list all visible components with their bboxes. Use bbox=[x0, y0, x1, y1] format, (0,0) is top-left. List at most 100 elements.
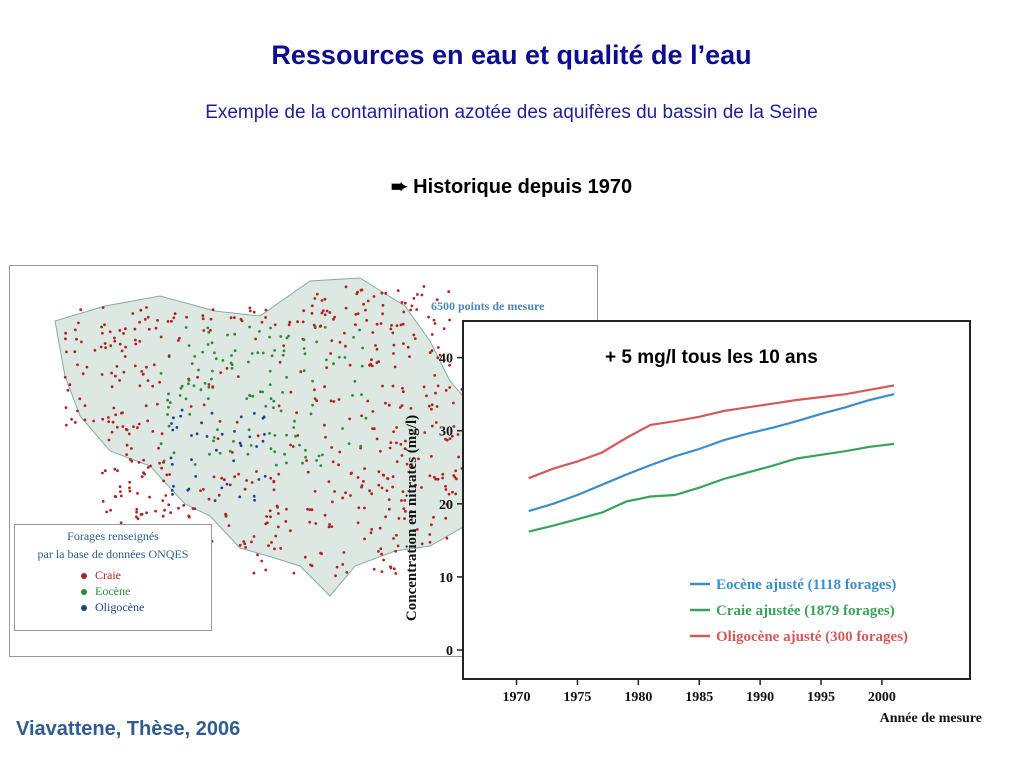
map-point bbox=[92, 419, 96, 423]
map-point bbox=[160, 466, 164, 470]
map-point bbox=[157, 446, 161, 450]
map-point bbox=[452, 425, 456, 428]
map-point bbox=[64, 423, 68, 427]
map-point bbox=[285, 507, 288, 511]
map-point bbox=[233, 475, 237, 479]
map-point bbox=[302, 369, 306, 373]
map-point bbox=[448, 363, 451, 367]
map-point bbox=[75, 337, 78, 341]
map-point bbox=[282, 349, 286, 353]
map-point bbox=[111, 420, 115, 424]
map-point bbox=[365, 319, 369, 322]
map-point bbox=[380, 552, 383, 556]
map-point bbox=[393, 365, 397, 369]
map-point bbox=[244, 546, 248, 549]
map-point bbox=[394, 572, 398, 575]
map-point bbox=[380, 570, 384, 573]
map-point bbox=[414, 483, 417, 487]
map-point bbox=[118, 329, 122, 332]
map-point bbox=[428, 351, 432, 354]
map-point bbox=[125, 453, 128, 456]
map-point bbox=[209, 329, 212, 332]
slide-subtitle: Exemple de la contamination azotée des a… bbox=[205, 102, 818, 123]
map-point bbox=[442, 327, 446, 330]
map-point bbox=[325, 366, 328, 369]
map-point bbox=[347, 442, 351, 445]
map-point bbox=[412, 333, 416, 337]
map-point bbox=[341, 563, 345, 566]
map-point bbox=[377, 483, 381, 487]
map-point bbox=[304, 448, 307, 452]
map-point bbox=[115, 425, 119, 429]
map-point bbox=[309, 563, 312, 567]
map-point bbox=[269, 326, 272, 330]
map-point bbox=[403, 499, 407, 502]
map-point bbox=[287, 323, 291, 327]
oligocene-dot-icon bbox=[81, 605, 87, 612]
map-point bbox=[270, 354, 274, 358]
map-point bbox=[430, 403, 434, 407]
map-point bbox=[444, 389, 448, 392]
map-point bbox=[132, 425, 135, 428]
map-point bbox=[136, 517, 140, 521]
map-point bbox=[432, 515, 435, 519]
map-point bbox=[323, 313, 327, 317]
map-point bbox=[224, 514, 228, 518]
map-point bbox=[281, 391, 284, 394]
map-point bbox=[170, 319, 173, 323]
map-point bbox=[441, 476, 444, 480]
map-point bbox=[304, 455, 307, 459]
map-point bbox=[410, 515, 414, 519]
map-point bbox=[332, 362, 335, 366]
map-point bbox=[135, 510, 138, 514]
map-point bbox=[313, 325, 317, 328]
map-point bbox=[363, 467, 366, 470]
map-point bbox=[103, 323, 106, 327]
map-point bbox=[360, 364, 364, 368]
map-point bbox=[323, 513, 327, 517]
map-point bbox=[130, 447, 133, 450]
map-point bbox=[348, 363, 352, 367]
map-point bbox=[259, 390, 262, 394]
map-point bbox=[238, 543, 242, 547]
map-point bbox=[321, 309, 325, 313]
map-point bbox=[293, 419, 296, 423]
map-point bbox=[277, 512, 280, 515]
map-point bbox=[113, 339, 117, 343]
map-point bbox=[101, 471, 104, 475]
map-point bbox=[299, 370, 303, 374]
map-point bbox=[252, 310, 256, 314]
map-point bbox=[363, 506, 366, 510]
map-point bbox=[444, 484, 447, 488]
map-point bbox=[161, 499, 165, 502]
map-point bbox=[256, 351, 260, 355]
map-point bbox=[123, 355, 127, 358]
map-point bbox=[272, 480, 276, 484]
map-point bbox=[179, 414, 183, 418]
map-point bbox=[354, 313, 358, 316]
map-point bbox=[101, 331, 104, 335]
map-point bbox=[379, 547, 383, 551]
legend-entry-0: Eocène ajusté (1118 forages) bbox=[716, 577, 896, 593]
map-point bbox=[388, 446, 392, 450]
map-point bbox=[195, 432, 199, 436]
map-point bbox=[113, 336, 116, 340]
map-point bbox=[168, 401, 172, 404]
map-point bbox=[306, 507, 309, 511]
map-point bbox=[253, 498, 256, 502]
x-tick-label: 1985 bbox=[685, 690, 713, 705]
map-point bbox=[409, 510, 413, 513]
map-point bbox=[162, 479, 166, 483]
map-point bbox=[173, 312, 177, 316]
x-tick-label: 2000 bbox=[868, 690, 896, 705]
map-point bbox=[375, 347, 379, 351]
map-point bbox=[330, 525, 334, 528]
map-point bbox=[261, 416, 265, 420]
map-point bbox=[177, 506, 180, 510]
map-point bbox=[379, 449, 382, 453]
map-point bbox=[209, 317, 213, 321]
map-point bbox=[390, 324, 393, 327]
nitrate-chart: + 5 mg/l tous les 10 ans Concentration e… bbox=[404, 320, 982, 726]
map-point bbox=[110, 385, 114, 389]
map-point bbox=[447, 290, 451, 293]
